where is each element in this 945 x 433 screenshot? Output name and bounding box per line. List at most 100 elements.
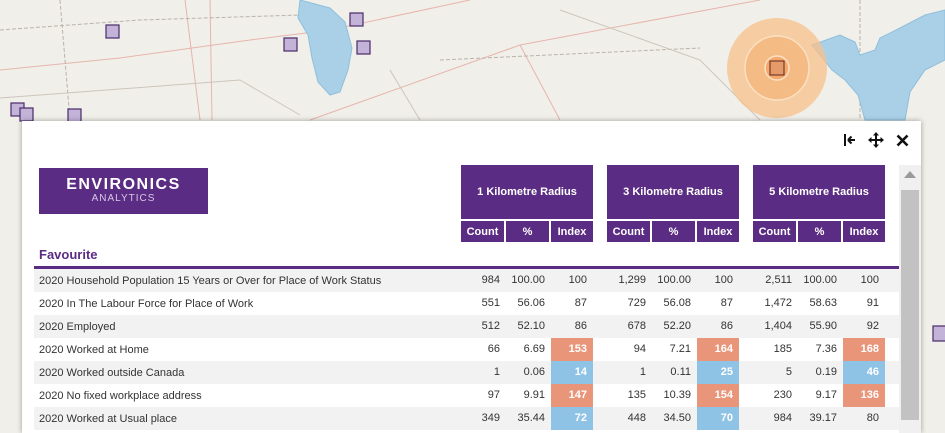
- site-marker[interactable]: [283, 37, 298, 52]
- lake-shape: [297, 0, 353, 96]
- close-icon[interactable]: [893, 131, 911, 149]
- cell-count: 1,299: [618, 274, 646, 286]
- scrollbar[interactable]: [899, 165, 921, 433]
- radius-header-3km: 3 Kilometre Radius: [607, 165, 739, 219]
- cell-index: 87: [574, 297, 587, 309]
- collapse-left-icon[interactable]: [841, 131, 859, 149]
- cell-pct: 0.06: [523, 366, 545, 378]
- cell-count: 1,472: [764, 297, 792, 309]
- cell-index: 147: [551, 384, 593, 407]
- cell-count: 135: [627, 389, 646, 401]
- cell-index: 168: [843, 338, 885, 361]
- scrollbar-thumb[interactable]: [901, 190, 919, 420]
- table-row: 2020 Worked at Usual place 349 35.44 72 448 3…: [34, 407, 908, 430]
- cell-count: 349: [481, 412, 500, 424]
- site-markers: [10, 12, 945, 342]
- cell-pct: 7.36: [815, 343, 837, 355]
- cell-index: 70: [697, 407, 739, 430]
- environics-logo: ENVIRONICS ANALYTICS: [39, 168, 208, 214]
- cell-index: 46: [843, 361, 885, 384]
- cell-pct: 10.39: [663, 389, 691, 401]
- cell-index: 153: [551, 338, 593, 361]
- cell-count: 230: [773, 389, 792, 401]
- col-header-pct: %: [652, 221, 695, 242]
- cell-pct: 52.20: [663, 320, 691, 332]
- cell-index: 87: [720, 297, 733, 309]
- report-panel: ENVIRONICS ANALYTICS 1 Kilometre Radius …: [22, 121, 921, 433]
- col-header-index: Index: [697, 221, 739, 242]
- cell-index: 92: [866, 320, 879, 332]
- cell-index: 25: [697, 361, 739, 384]
- cell-index: 14: [551, 361, 593, 384]
- cell-count: 2,511: [765, 274, 792, 286]
- radius-header-5km: 5 Kilometre Radius: [753, 165, 885, 219]
- site-marker[interactable]: [769, 60, 785, 76]
- cell-pct: 34.50: [663, 412, 691, 424]
- cell-pct: 9.17: [815, 389, 837, 401]
- cell-count: 5: [785, 366, 792, 378]
- col-header-pct: %: [506, 221, 549, 242]
- cell-index: 100: [860, 274, 879, 286]
- table-row: 2020 Employed 512 52.10 86 678 52.20 86 1,404 55…: [34, 315, 908, 338]
- cell-index: 86: [574, 320, 587, 332]
- cell-count: 512: [481, 320, 500, 332]
- section-divider: [34, 266, 908, 269]
- cell-count: 97: [487, 389, 500, 401]
- col-header-count: Count: [753, 221, 796, 242]
- cell-index: 136: [843, 384, 885, 407]
- cell-count: 678: [627, 320, 646, 332]
- site-marker[interactable]: [356, 40, 371, 55]
- cell-pct: 9.91: [523, 389, 545, 401]
- col-header-pct: %: [798, 221, 841, 242]
- table-row: 2020 Worked outside Canada 1 0.06 14 1 0.11 25…: [34, 361, 908, 384]
- cell-count: 66: [487, 343, 500, 355]
- cell-count: 94: [633, 343, 646, 355]
- boundary-lines: [0, 0, 761, 121]
- cell-pct: 100.00: [511, 274, 545, 286]
- cell-pct: 0.11: [670, 366, 691, 378]
- cell-count: 1: [639, 366, 646, 378]
- site-marker[interactable]: [105, 24, 120, 39]
- site-marker[interactable]: [349, 12, 364, 27]
- cell-count: 984: [773, 412, 792, 424]
- cell-index: 80: [866, 412, 879, 424]
- cell-count: 729: [627, 297, 646, 309]
- cell-count: 984: [481, 274, 500, 286]
- row-label: 2020 Worked at Usual place: [39, 413, 177, 425]
- cell-pct: 39.17: [809, 412, 837, 424]
- row-label: 2020 Worked at Home: [39, 344, 149, 356]
- cell-index: 100: [568, 274, 587, 286]
- site-marker[interactable]: [19, 107, 34, 122]
- cell-index: 164: [697, 338, 739, 361]
- col-header-count: Count: [461, 221, 504, 242]
- move-icon[interactable]: [867, 131, 885, 149]
- cell-count: 1,404: [764, 320, 792, 332]
- cell-count: 1: [493, 366, 500, 378]
- cell-pct: 56.06: [517, 297, 545, 309]
- panel-toolbar: [841, 131, 911, 149]
- cell-pct: 35.44: [517, 412, 545, 424]
- section-title: Favourite: [39, 247, 98, 262]
- cell-pct: 100.00: [657, 274, 691, 286]
- table-row: 2020 Household Population 15 Years or Ov…: [34, 269, 908, 292]
- row-label: 2020 No fixed workplace address: [39, 390, 202, 402]
- cell-index: 72: [551, 407, 593, 430]
- cell-pct: 100.00: [803, 274, 837, 286]
- scroll-up-arrow-icon[interactable]: [904, 171, 916, 178]
- col-header-count: Count: [607, 221, 650, 242]
- table-row: 2020 No fixed workplace address 97 9.91 147…: [34, 384, 908, 407]
- cell-count: 551: [481, 297, 500, 309]
- lake-shape: [811, 9, 945, 121]
- row-label: 2020 Employed: [39, 321, 116, 333]
- cell-count: 448: [627, 412, 646, 424]
- col-header-index: Index: [551, 221, 593, 242]
- cell-index: 100: [714, 274, 733, 286]
- cell-pct: 0.19: [815, 366, 837, 378]
- cell-pct: 56.08: [663, 297, 691, 309]
- radius-header-1km: 1 Kilometre Radius: [461, 165, 593, 219]
- table-row: 2020 In The Labour Force for Place of Wo…: [34, 292, 908, 315]
- row-label: 2020 In The Labour Force for Place of Wo…: [39, 298, 254, 310]
- cell-pct: 6.69: [523, 343, 545, 355]
- table-row: 2020 Worked at Home 66 6.69 153 94 7.21 164 185…: [34, 338, 908, 361]
- site-marker[interactable]: [932, 325, 945, 342]
